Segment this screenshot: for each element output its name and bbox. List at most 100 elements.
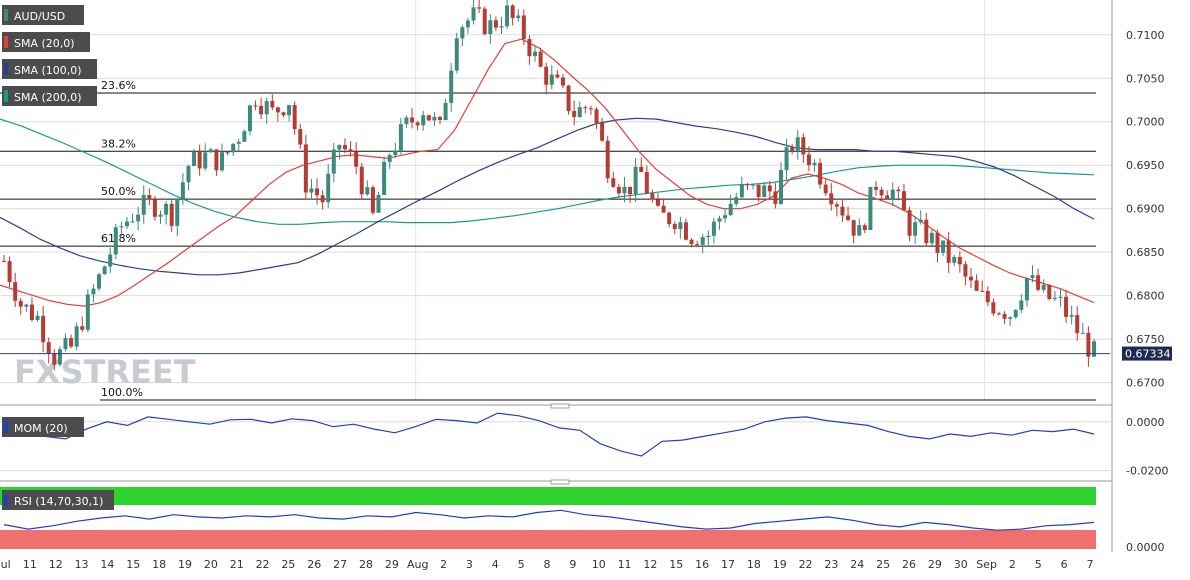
legend-symbol[interactable]: AUD/USD xyxy=(2,5,84,25)
candle-body xyxy=(1058,296,1063,298)
legend-sma200[interactable]: SMA (200,0) xyxy=(2,86,97,106)
candle-body xyxy=(874,186,878,190)
candle-body xyxy=(52,353,57,365)
legend-mom[interactable]: MOM (20) xyxy=(2,417,84,437)
candle-body xyxy=(1041,284,1046,290)
candle-body xyxy=(281,112,286,116)
candle-body xyxy=(102,266,107,275)
legend-rsi[interactable]: RSI (14,70,30,1) xyxy=(2,490,114,510)
candle-body xyxy=(823,184,828,194)
candle-body xyxy=(46,342,51,354)
resize-handle-2[interactable] xyxy=(550,479,570,485)
candle-body xyxy=(633,166,638,195)
sma100-line xyxy=(0,117,1095,276)
candle-body xyxy=(963,264,968,277)
time-tick-label: 3 xyxy=(466,558,473,571)
candle-body xyxy=(806,154,811,166)
candle-body xyxy=(454,38,459,71)
time-tick-label: 15 xyxy=(126,558,140,571)
momentum-panel: 0.0000 -0.0200 xyxy=(0,412,1168,478)
candle-body xyxy=(208,149,213,153)
time-tick-label: 6 xyxy=(1061,558,1068,571)
mom-tick-label: -0.0200 xyxy=(1126,465,1168,478)
candle-body xyxy=(124,221,129,227)
candle-body xyxy=(275,107,280,113)
candle-body xyxy=(393,150,398,156)
watermark: FXSTREET xyxy=(14,353,196,391)
candle-body xyxy=(611,178,616,187)
time-tick-label: 29 xyxy=(928,558,942,571)
candle-body xyxy=(745,183,750,186)
candle-body xyxy=(667,212,672,225)
candle-body xyxy=(29,304,34,320)
candle-body xyxy=(734,197,739,204)
candle-body xyxy=(622,186,627,194)
legend-sma20[interactable]: SMA (20,0) xyxy=(2,32,90,52)
candle-body xyxy=(35,315,40,320)
sma200-line xyxy=(0,118,1095,225)
candle-body xyxy=(628,186,633,195)
time-tick-label: 26 xyxy=(902,558,916,571)
candle-body xyxy=(711,221,716,236)
candle-body xyxy=(834,204,839,207)
candle-body xyxy=(499,26,504,28)
time-tick-label: 5 xyxy=(1035,558,1042,571)
moving-averages xyxy=(0,38,1095,307)
candle-body xyxy=(13,282,18,301)
candle-body xyxy=(594,109,599,123)
candle-body xyxy=(555,74,560,78)
time-tick-label: 5 xyxy=(518,558,525,571)
candle-body xyxy=(404,117,409,125)
candle-body xyxy=(672,224,677,229)
time-tick-label: 9 xyxy=(569,558,576,571)
time-tick-label: 27 xyxy=(333,558,347,571)
current-price-label: 0.67334 xyxy=(1125,348,1171,361)
candle-body xyxy=(449,70,454,103)
candle-body xyxy=(410,117,415,123)
candle-body xyxy=(913,222,918,236)
candle-body xyxy=(918,219,923,223)
time-tick-label: 13 xyxy=(75,558,89,571)
time-tick-label: 21 xyxy=(230,558,244,571)
candle-body xyxy=(264,101,269,115)
time-tick-label: 19 xyxy=(178,558,192,571)
candle-body xyxy=(773,191,778,204)
candle-body xyxy=(751,184,756,186)
candle-body xyxy=(1092,341,1096,357)
time-axis: Jul111213141518192021222526272829Aug2345… xyxy=(0,558,1094,571)
candle-body xyxy=(7,261,12,283)
candle-body xyxy=(762,185,767,197)
candle-body xyxy=(214,149,219,171)
time-tick-label: 30 xyxy=(954,558,968,571)
time-tick-label: 15 xyxy=(669,558,683,571)
candle-body xyxy=(203,152,208,169)
legend-mom-label: MOM (20) xyxy=(14,422,68,435)
candle-body xyxy=(309,188,314,193)
candle-body xyxy=(946,240,951,263)
candle-body xyxy=(901,191,906,211)
candle-body xyxy=(784,147,789,171)
time-tick-label: Aug xyxy=(407,558,428,571)
sma20-line xyxy=(0,38,1095,307)
time-tick-label: 23 xyxy=(824,558,838,571)
time-tick-label: 11 xyxy=(23,558,37,571)
resize-handle-1[interactable] xyxy=(550,403,570,409)
candle-body xyxy=(415,122,420,126)
legend-sma100[interactable]: SMA (100,0) xyxy=(2,59,97,79)
candle-body xyxy=(639,166,644,173)
candle-body xyxy=(739,183,744,198)
candle-body xyxy=(829,193,834,205)
candle-body xyxy=(996,313,1001,315)
candle-body xyxy=(952,256,957,263)
candle-body xyxy=(812,162,817,166)
candle-body xyxy=(991,302,996,314)
price-axis: 0.6700 0.6750 0.6800 0.6850 0.6900 0.6950 0.70… xyxy=(1126,29,1165,390)
time-tick-label: 7 xyxy=(1087,558,1094,571)
candle-body xyxy=(605,140,610,179)
fib-label-2: 50.0% xyxy=(101,185,136,198)
price-tick-label: 0.6950 xyxy=(1126,159,1165,172)
candle-body xyxy=(136,214,141,222)
candle-body xyxy=(253,105,258,107)
candle-body xyxy=(331,149,336,174)
fibonacci-levels: 23.6% 38.2% 50.0% 61.8% 100.0% xyxy=(0,79,1096,401)
